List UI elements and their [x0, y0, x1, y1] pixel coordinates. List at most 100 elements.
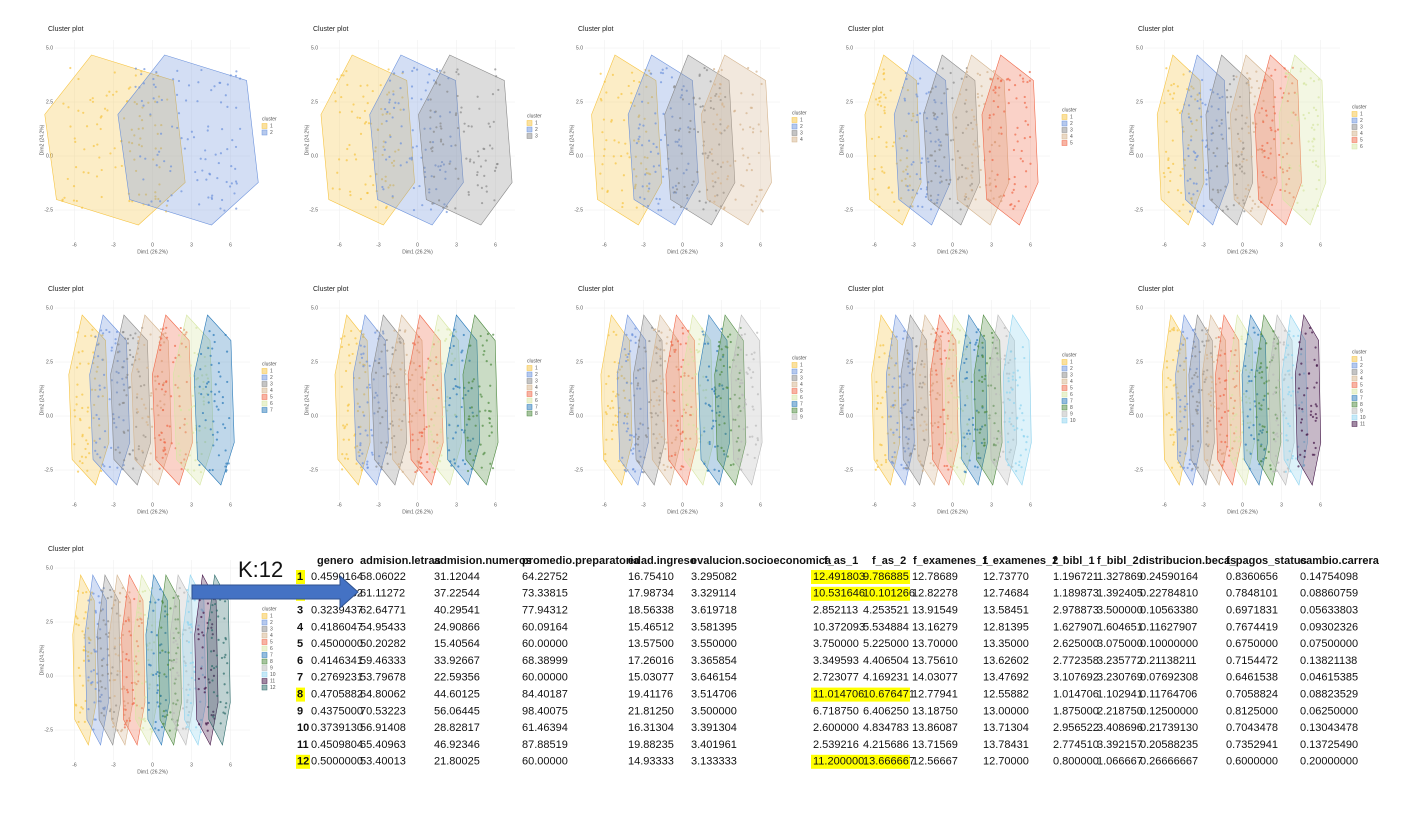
x-tick-label: 3: [720, 502, 723, 508]
cluster-point: [992, 461, 995, 464]
cluster-point: [757, 151, 760, 154]
cluster-point: [1182, 466, 1186, 469]
cluster-point: [1014, 462, 1017, 465]
cluster-point: [951, 97, 954, 100]
cluster-point: [195, 726, 198, 729]
cluster-point: [751, 385, 754, 388]
cluster-point: [224, 653, 227, 656]
cluster-point: [943, 92, 946, 95]
cluster-point: [389, 135, 392, 138]
x-tick-label: 3: [455, 502, 458, 508]
cluster-point: [1191, 329, 1195, 332]
cluster-point: [444, 170, 447, 173]
cluster-point: [155, 70, 158, 74]
cluster-point: [420, 435, 423, 438]
cluster-point: [399, 142, 402, 145]
cluster-point: [638, 135, 641, 138]
cluster-point: [662, 378, 665, 381]
cluster-point: [1201, 340, 1204, 343]
cluster-point: [739, 369, 742, 372]
cluster-point: [69, 66, 72, 70]
cluster-point: [691, 447, 695, 450]
cluster-point: [454, 377, 457, 381]
cluster-point: [1187, 428, 1190, 431]
table-cell: 0.24590164: [1140, 571, 1198, 583]
cluster-point: [179, 449, 182, 452]
cluster-point: [626, 152, 629, 155]
table-cell: 2.956522: [1053, 722, 1099, 734]
cluster-point: [388, 98, 391, 101]
cluster-point: [440, 127, 443, 130]
cluster-point: [702, 333, 705, 336]
cluster-point: [485, 339, 488, 342]
cluster-point: [1179, 398, 1182, 402]
cluster-point: [885, 141, 888, 144]
cluster-point: [1277, 423, 1280, 427]
cluster-point: [465, 157, 468, 160]
cluster-point: [647, 101, 650, 105]
legend-swatch: [1351, 143, 1358, 150]
legend-swatch: [526, 391, 533, 397]
cluster-point: [726, 386, 729, 389]
cluster-point: [1029, 135, 1032, 139]
cluster-point: [992, 113, 995, 116]
cluster-point: [614, 395, 618, 398]
cluster-point: [1215, 206, 1218, 209]
cluster-point: [923, 363, 926, 366]
cluster-point: [360, 356, 364, 359]
cluster-point: [630, 449, 633, 452]
table-cell: 54.95433: [360, 621, 406, 633]
cluster-point: [918, 112, 922, 115]
cluster-point: [418, 364, 421, 368]
cluster-point: [126, 337, 130, 340]
table-cell: 2.218750: [1097, 705, 1143, 717]
cluster-point: [138, 86, 141, 89]
cluster-point: [931, 87, 934, 90]
cluster-point: [419, 462, 422, 465]
cluster-point: [397, 148, 400, 151]
cluster-point: [103, 430, 107, 433]
cluster-point: [429, 109, 432, 112]
cluster-point: [919, 177, 922, 181]
cluster-point: [482, 353, 485, 356]
legend-label: 11: [1360, 421, 1365, 427]
legend-label: 2: [270, 620, 273, 626]
annotation: K:12: [238, 557, 283, 582]
cluster-point: [1309, 413, 1312, 416]
cluster-point: [1217, 191, 1220, 194]
cluster-point: [206, 129, 209, 132]
cluster-point: [478, 385, 481, 388]
cluster-point: [425, 425, 428, 429]
table-cell: 13.71569: [912, 739, 958, 751]
cluster-point: [655, 146, 658, 149]
table-cell: 0.09302326: [1300, 621, 1358, 633]
cluster-point: [626, 355, 629, 359]
cluster-point: [906, 467, 909, 470]
cluster-point: [100, 168, 103, 172]
cluster-point: [177, 79, 181, 83]
cluster-point: [346, 409, 349, 412]
cluster-point: [753, 351, 756, 354]
cluster-point: [80, 706, 83, 709]
cluster-point: [970, 153, 974, 156]
cluster-point: [631, 468, 635, 471]
cluster-point: [698, 338, 701, 341]
cluster-point: [1196, 440, 1200, 443]
legend-swatch: [261, 645, 268, 652]
cluster-point: [175, 661, 178, 664]
legend-swatch: [1351, 124, 1358, 130]
cluster-point: [688, 131, 691, 134]
cluster-point: [1295, 92, 1298, 96]
cluster-point: [891, 145, 894, 148]
cluster-point: [385, 338, 388, 342]
cluster-point: [1014, 379, 1017, 382]
cluster-point: [340, 385, 343, 388]
cluster-point: [1244, 342, 1247, 346]
cluster-point: [973, 348, 976, 352]
cluster-point: [165, 336, 169, 339]
cluster-point: [392, 184, 395, 187]
cluster-point: [1310, 126, 1313, 129]
cluster-point: [1263, 79, 1267, 82]
cluster-point: [385, 112, 388, 115]
cluster-point: [88, 641, 91, 645]
